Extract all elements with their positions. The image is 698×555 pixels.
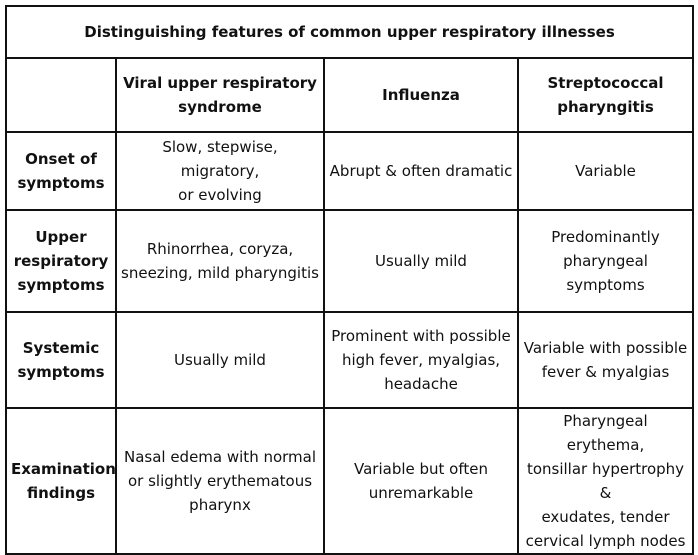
row-header-systemic: Systemic symptoms <box>5 311 117 409</box>
cell-text-line: Nasal edema with normal <box>123 448 317 466</box>
cell-text-line: Upper <box>35 228 87 246</box>
cell-text-line: Examination <box>11 460 116 478</box>
cell-text-line: Usually mild <box>174 351 266 369</box>
table-row-systemic: Systemic symptoms Usually mild Prominent … <box>5 311 695 409</box>
column-header-viral: Viral upper respiratory syndrome <box>115 57 325 133</box>
cell-text-line: Influenza <box>382 86 460 104</box>
cell-text-line: Systemic <box>22 339 100 357</box>
table-title: Distinguishing features of common upper … <box>4 5 695 59</box>
cell-exam-strep: Pharyngeal erythema, tonsillar hypertroph… <box>516 407 695 555</box>
table-row-examination: Examination findings Nasal edema with nor… <box>5 407 695 555</box>
cell-text-line: unremarkable <box>368 484 474 502</box>
cell-text-line: Rhinorrhea, coryza, <box>146 240 294 258</box>
cell-text-line: Onset of <box>25 150 97 168</box>
table-row-onset: Onset of symptoms Slow, stepwise, migrato… <box>5 131 695 211</box>
cell-exam-viral: Nasal edema with normal or slightly eryth… <box>115 407 325 555</box>
column-header-strep: Streptococcal pharyngitis <box>516 57 695 133</box>
corner-cell <box>5 57 117 133</box>
cell-text-line: sneezing, mild pharyngitis <box>121 264 319 282</box>
cell-text-line: Variable but often <box>354 460 488 478</box>
cell-onset-strep: Variable <box>516 131 695 211</box>
cell-text-line: symptoms <box>17 174 105 192</box>
cell-text-line: pharynx <box>189 496 251 514</box>
row-header-examination: Examination findings <box>5 407 117 555</box>
cell-upper-influenza: Usually mild <box>323 209 519 313</box>
cell-text-line: Predominantly <box>551 228 660 246</box>
cell-exam-influenza: Variable but often unremarkable <box>323 407 519 555</box>
cell-text-line: or slightly erythematous <box>127 472 313 490</box>
cell-text-line: or evolving <box>178 186 262 204</box>
cell-text-line: pharyngitis <box>557 98 654 116</box>
column-header-row: Viral upper respiratory syndrome Influenz… <box>5 57 695 133</box>
cell-text-line: Viral upper respiratory <box>123 74 317 92</box>
features-table-container: Distinguishing features of common upper … <box>4 5 695 555</box>
cell-text-line: exudates, tender <box>541 508 670 526</box>
cell-upper-strep: Predominantly pharyngeal symptoms <box>516 209 695 313</box>
cell-text-line: Abrupt & often dramatic <box>329 162 513 180</box>
cell-systemic-influenza: Prominent with possible high fever, myalg… <box>323 311 519 409</box>
row-header-upper-respiratory: Upper respiratory symptoms <box>5 209 117 313</box>
cell-text-line: pharyngeal symptoms <box>563 252 648 294</box>
cell-text-line: Streptococcal <box>547 74 664 92</box>
cell-text-line: cervical lymph nodes <box>525 532 686 550</box>
cell-text-line: symptoms <box>17 276 105 294</box>
cell-text-line: respiratory <box>13 252 109 270</box>
cell-text-line: high fever, myalgias, <box>341 351 501 369</box>
cell-onset-viral: Slow, stepwise, migratory, or evolving <box>115 131 325 211</box>
cell-systemic-viral: Usually mild <box>115 311 325 409</box>
cell-text-line: tonsillar hypertrophy & <box>526 460 685 502</box>
column-header-influenza: Influenza <box>323 57 519 133</box>
table-row-upper-respiratory: Upper respiratory symptoms Rhinorrhea, cor… <box>5 209 695 313</box>
features-table: Distinguishing features of common upper … <box>4 5 695 555</box>
cell-text-line: symptoms <box>17 363 105 381</box>
cell-systemic-strep: Variable with possible fever & myalgias <box>516 311 695 409</box>
cell-text-line: Pharyngeal erythema, <box>563 412 648 454</box>
cell-text-line: Variable <box>575 162 636 180</box>
row-header-onset: Onset of symptoms <box>5 131 117 211</box>
cell-text-line: headache <box>384 375 458 393</box>
cell-upper-viral: Rhinorrhea, coryza, sneezing, mild pharyn… <box>115 209 325 313</box>
cell-text-line: Variable with possible <box>523 339 688 357</box>
cell-text-line: findings <box>26 484 96 502</box>
cell-text-line: syndrome <box>178 98 262 116</box>
cell-text-line: fever & myalgias <box>541 363 670 381</box>
cell-text-line: Usually mild <box>375 252 467 270</box>
cell-onset-influenza: Abrupt & often dramatic <box>323 131 519 211</box>
cell-text-line: Prominent with possible <box>331 327 511 345</box>
cell-text-line: Slow, stepwise, migratory, <box>162 138 278 180</box>
title-row: Distinguishing features of common upper … <box>4 5 695 59</box>
